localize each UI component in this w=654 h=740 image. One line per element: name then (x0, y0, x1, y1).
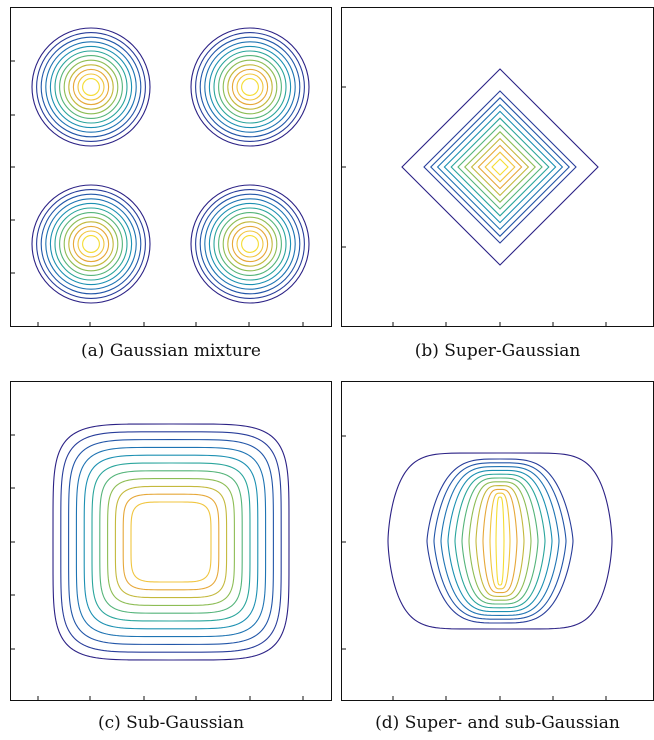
contour-line (31, 27, 151, 147)
contour-line (40, 36, 142, 138)
contour-line (433, 462, 567, 620)
axes-frame (10, 381, 332, 701)
contour-line (236, 73, 264, 101)
contour-line (36, 32, 146, 142)
contour-line (447, 469, 553, 613)
contour-line (454, 473, 546, 609)
contour-line (204, 198, 296, 290)
contour-line (468, 481, 532, 601)
contour-line (208, 45, 292, 129)
contour-line (495, 496, 505, 586)
contour-line (218, 55, 282, 119)
contour-line (491, 158, 509, 176)
contour-line (72, 225, 110, 263)
contour-line (49, 202, 133, 286)
gaussian-mixture-contour-plot (10, 7, 332, 327)
contour-line (199, 36, 301, 138)
contour-line (482, 488, 518, 594)
contour-line (464, 131, 536, 203)
caption-super-and-sub-gaussian: (d) Super- and sub-Gaussian (375, 713, 620, 733)
axes-frame (341, 7, 654, 327)
contour-line (475, 485, 525, 597)
super-gaussian-contour-plot (341, 7, 654, 327)
contour-line (49, 45, 133, 129)
contour-line (423, 90, 577, 244)
caption-gaussian-mixture: (a) Gaussian mixture (81, 341, 261, 361)
contour-line (82, 78, 100, 96)
contour-line (63, 216, 119, 272)
contour-line (130, 501, 212, 583)
contour-line (387, 452, 613, 630)
contour-line (401, 68, 599, 266)
contour-line (461, 477, 539, 605)
contour-line (489, 492, 511, 590)
contour-line (227, 221, 273, 267)
contour-line (222, 216, 278, 272)
contour-line (222, 59, 278, 115)
contour-line (60, 431, 282, 653)
contour-line (91, 462, 251, 622)
contour-line (236, 230, 264, 258)
contour-line (36, 189, 146, 299)
contour-line (430, 97, 570, 237)
contour-line (114, 485, 228, 599)
contour-line (75, 446, 267, 638)
contour-line (59, 55, 123, 119)
contour-line (54, 207, 128, 281)
contour-line (208, 202, 292, 286)
contour-line (190, 27, 310, 147)
contour-line (40, 193, 142, 295)
contour-line (45, 41, 137, 133)
contour-line (457, 124, 543, 210)
contour-line (213, 50, 287, 124)
caption-sub-gaussian: (c) Sub-Gaussian (97, 713, 245, 733)
contour-line (99, 470, 243, 614)
contour-line (241, 235, 259, 253)
sub-gaussian-contour-plot (10, 381, 332, 701)
contour-line (218, 212, 282, 276)
contour-line (199, 193, 301, 295)
contour-line (195, 189, 305, 299)
contour-line (227, 64, 273, 110)
contour-line (470, 137, 530, 197)
contour-line (426, 458, 574, 624)
contour-line (450, 117, 550, 217)
contour-line (77, 73, 105, 101)
contour-line (63, 59, 119, 115)
contour-line (231, 225, 269, 263)
contour-line (440, 466, 560, 616)
contour-line (107, 478, 235, 606)
contour-line (195, 32, 305, 142)
contour-line (190, 184, 310, 304)
contour-line (82, 235, 100, 253)
contour-line (204, 41, 296, 133)
contour-line (54, 50, 128, 124)
contour-line (122, 493, 220, 591)
contour-line (45, 198, 137, 290)
contour-line (83, 454, 259, 630)
contour-line (241, 78, 259, 96)
contour-line (68, 221, 114, 267)
contour-line (436, 103, 564, 231)
super-and-sub-gaussian-contour-plot (341, 381, 654, 701)
contour-line (68, 439, 274, 645)
contour-line (77, 230, 105, 258)
contour-line (443, 110, 557, 224)
contour-line (72, 68, 110, 106)
contour-line (477, 144, 523, 190)
contour-line (231, 68, 269, 106)
contour-line (213, 207, 287, 281)
contour-line (484, 151, 516, 183)
contour-line (52, 423, 290, 661)
contour-line (31, 184, 151, 304)
contour-line (68, 64, 114, 110)
contour-line (59, 212, 123, 276)
caption-super-gaussian: (b) Super-Gaussian (414, 341, 581, 361)
